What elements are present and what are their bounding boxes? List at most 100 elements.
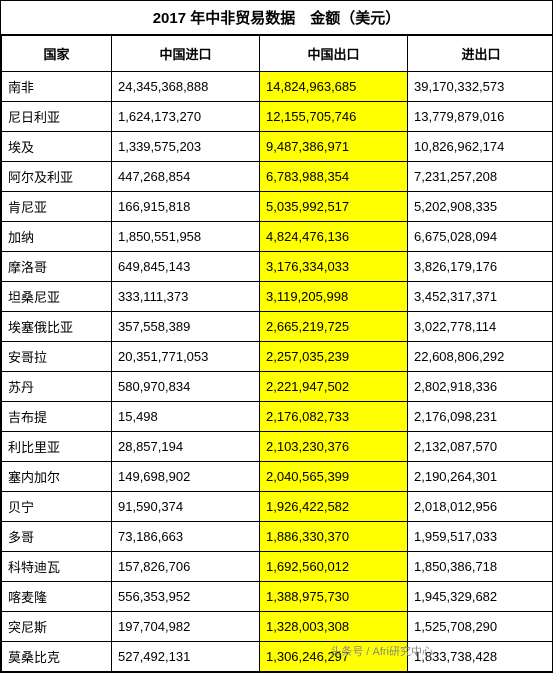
- table-row: 贝宁91,590,3741,926,422,5822,018,012,956: [2, 492, 553, 522]
- cell-import: 1,339,575,203: [112, 132, 260, 162]
- cell-import: 580,970,834: [112, 372, 260, 402]
- cell-import: 649,845,143: [112, 252, 260, 282]
- cell-total: 1,945,329,682: [408, 582, 553, 612]
- cell-export: 14,824,963,685: [260, 72, 408, 102]
- table-row: 塞内加尔149,698,9022,040,565,3992,190,264,30…: [2, 462, 553, 492]
- cell-country: 塞内加尔: [2, 462, 112, 492]
- cell-import: 166,915,818: [112, 192, 260, 222]
- cell-country: 加纳: [2, 222, 112, 252]
- cell-export: 2,176,082,733: [260, 402, 408, 432]
- cell-import: 357,558,389: [112, 312, 260, 342]
- cell-total: 1,525,708,290: [408, 612, 553, 642]
- cell-export: 3,119,205,998: [260, 282, 408, 312]
- cell-export: 1,692,560,012: [260, 552, 408, 582]
- table-title: 2017 年中非贸易数据 金额（美元）: [1, 1, 552, 35]
- cell-import: 73,186,663: [112, 522, 260, 552]
- cell-export: 2,257,035,239: [260, 342, 408, 372]
- cell-country: 贝宁: [2, 492, 112, 522]
- cell-country: 尼日利亚: [2, 102, 112, 132]
- cell-export: 12,155,705,746: [260, 102, 408, 132]
- cell-import: 15,498: [112, 402, 260, 432]
- cell-country: 科特迪瓦: [2, 552, 112, 582]
- cell-import: 91,590,374: [112, 492, 260, 522]
- cell-country: 莫桑比克: [2, 642, 112, 672]
- cell-total: 2,802,918,336: [408, 372, 553, 402]
- cell-export: 1,926,422,582: [260, 492, 408, 522]
- cell-total: 22,608,806,292: [408, 342, 553, 372]
- col-total: 进出口: [408, 36, 553, 72]
- cell-import: 333,111,373: [112, 282, 260, 312]
- cell-import: 149,698,902: [112, 462, 260, 492]
- cell-country: 喀麦隆: [2, 582, 112, 612]
- cell-import: 20,351,771,053: [112, 342, 260, 372]
- cell-country: 突尼斯: [2, 612, 112, 642]
- cell-country: 多哥: [2, 522, 112, 552]
- cell-total: 3,826,179,176: [408, 252, 553, 282]
- cell-import: 447,268,854: [112, 162, 260, 192]
- table-row: 加纳1,850,551,9584,824,476,1366,675,028,09…: [2, 222, 553, 252]
- table-row: 肯尼亚166,915,8185,035,992,5175,202,908,335: [2, 192, 553, 222]
- cell-country: 阿尔及利亚: [2, 162, 112, 192]
- cell-total: 10,826,962,174: [408, 132, 553, 162]
- cell-country: 苏丹: [2, 372, 112, 402]
- col-country: 国家: [2, 36, 112, 72]
- cell-import: 1,850,551,958: [112, 222, 260, 252]
- cell-total: 7,231,257,208: [408, 162, 553, 192]
- table-row: 多哥73,186,6631,886,330,3701,959,517,033: [2, 522, 553, 552]
- cell-total: 2,132,087,570: [408, 432, 553, 462]
- cell-country: 利比里亚: [2, 432, 112, 462]
- table-row: 喀麦隆556,353,9521,388,975,7301,945,329,682: [2, 582, 553, 612]
- cell-total: 1,959,517,033: [408, 522, 553, 552]
- cell-country: 埃及: [2, 132, 112, 162]
- table-row: 摩洛哥649,845,1433,176,334,0333,826,179,176: [2, 252, 553, 282]
- trade-table-container: 2017 年中非贸易数据 金额（美元） 国家 中国进口 中国出口 进出口 南非2…: [0, 0, 553, 673]
- table-row: 尼日利亚1,624,173,27012,155,705,74613,779,87…: [2, 102, 553, 132]
- cell-total: 2,190,264,301: [408, 462, 553, 492]
- cell-total: 2,176,098,231: [408, 402, 553, 432]
- cell-export: 9,487,386,971: [260, 132, 408, 162]
- table-row: 南非24,345,368,88814,824,963,68539,170,332…: [2, 72, 553, 102]
- cell-country: 安哥拉: [2, 342, 112, 372]
- cell-import: 556,353,952: [112, 582, 260, 612]
- trade-table: 国家 中国进口 中国出口 进出口 南非24,345,368,88814,824,…: [1, 35, 553, 672]
- cell-import: 527,492,131: [112, 642, 260, 672]
- cell-export: 2,221,947,502: [260, 372, 408, 402]
- cell-total: 3,452,317,371: [408, 282, 553, 312]
- cell-total: 6,675,028,094: [408, 222, 553, 252]
- cell-country: 坦桑尼亚: [2, 282, 112, 312]
- table-row: 安哥拉20,351,771,0532,257,035,23922,608,806…: [2, 342, 553, 372]
- cell-export: 2,665,219,725: [260, 312, 408, 342]
- table-row: 埃及1,339,575,2039,487,386,97110,826,962,1…: [2, 132, 553, 162]
- cell-import: 24,345,368,888: [112, 72, 260, 102]
- table-row: 利比里亚28,857,1942,103,230,3762,132,087,570: [2, 432, 553, 462]
- header-row: 国家 中国进口 中国出口 进出口: [2, 36, 553, 72]
- cell-export: 3,176,334,033: [260, 252, 408, 282]
- cell-export: 5,035,992,517: [260, 192, 408, 222]
- cell-import: 157,826,706: [112, 552, 260, 582]
- cell-import: 1,624,173,270: [112, 102, 260, 132]
- table-row: 莫桑比克527,492,1311,306,246,2971,833,738,42…: [2, 642, 553, 672]
- table-row: 吉布提15,4982,176,082,7332,176,098,231: [2, 402, 553, 432]
- cell-export: 1,388,975,730: [260, 582, 408, 612]
- cell-total: 39,170,332,573: [408, 72, 553, 102]
- cell-export: 2,040,565,399: [260, 462, 408, 492]
- table-row: 阿尔及利亚447,268,8546,783,988,3547,231,257,2…: [2, 162, 553, 192]
- col-export: 中国出口: [260, 36, 408, 72]
- cell-total: 3,022,778,114: [408, 312, 553, 342]
- table-body: 南非24,345,368,88814,824,963,68539,170,332…: [2, 72, 553, 672]
- cell-export: 2,103,230,376: [260, 432, 408, 462]
- table-row: 坦桑尼亚333,111,3733,119,205,9983,452,317,37…: [2, 282, 553, 312]
- cell-country: 埃塞俄比亚: [2, 312, 112, 342]
- cell-import: 197,704,982: [112, 612, 260, 642]
- table-row: 突尼斯197,704,9821,328,003,3081,525,708,290: [2, 612, 553, 642]
- cell-country: 摩洛哥: [2, 252, 112, 282]
- table-row: 科特迪瓦157,826,7061,692,560,0121,850,386,71…: [2, 552, 553, 582]
- cell-import: 28,857,194: [112, 432, 260, 462]
- cell-total: 13,779,879,016: [408, 102, 553, 132]
- cell-total: 1,850,386,718: [408, 552, 553, 582]
- watermark-text: 头条号 / Afri研究中心: [330, 643, 433, 659]
- cell-total: 2,018,012,956: [408, 492, 553, 522]
- cell-export: 6,783,988,354: [260, 162, 408, 192]
- cell-country: 吉布提: [2, 402, 112, 432]
- cell-country: 南非: [2, 72, 112, 102]
